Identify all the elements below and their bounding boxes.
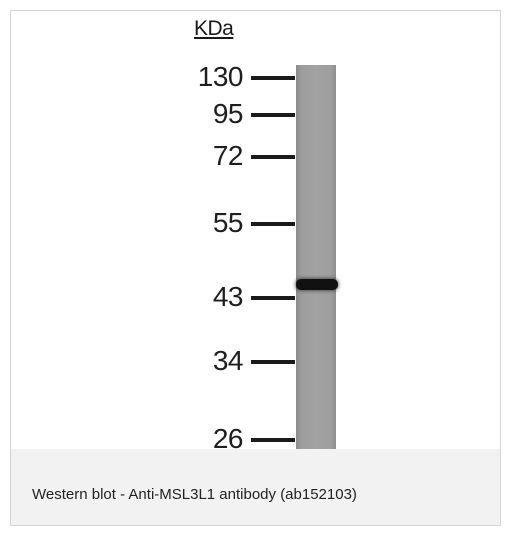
caption-area: Western blot - Anti-MSL3L1 antibody (ab1… (11, 449, 500, 525)
marker-label-130: 130 (187, 63, 243, 91)
blot-lane-1 (296, 65, 336, 450)
marker-tick-72 (251, 155, 295, 159)
marker-tick-34 (251, 360, 295, 364)
marker-label-43: 43 (187, 283, 243, 311)
marker-label-55: 55 (187, 209, 243, 237)
marker-tick-26 (251, 438, 295, 442)
band-lane-1-0 (296, 279, 338, 290)
figure-card: KDa 130 95 72 55 43 34 26 Western blot - Anti-… (10, 10, 501, 526)
marker-tick-130 (251, 76, 295, 80)
marker-label-34: 34 (187, 347, 243, 375)
marker-label-72: 72 (187, 142, 243, 170)
molecular-weight-unit-label: KDa (194, 17, 233, 41)
marker-tick-95 (251, 113, 295, 117)
figure-caption: Western blot - Anti-MSL3L1 antibody (ab1… (32, 486, 357, 503)
western-blot-image[interactable]: KDa 130 95 72 55 43 34 26 (11, 11, 500, 450)
marker-label-95: 95 (187, 100, 243, 128)
marker-label-26: 26 (187, 425, 243, 450)
marker-tick-43 (251, 296, 295, 300)
marker-tick-55 (251, 222, 295, 226)
